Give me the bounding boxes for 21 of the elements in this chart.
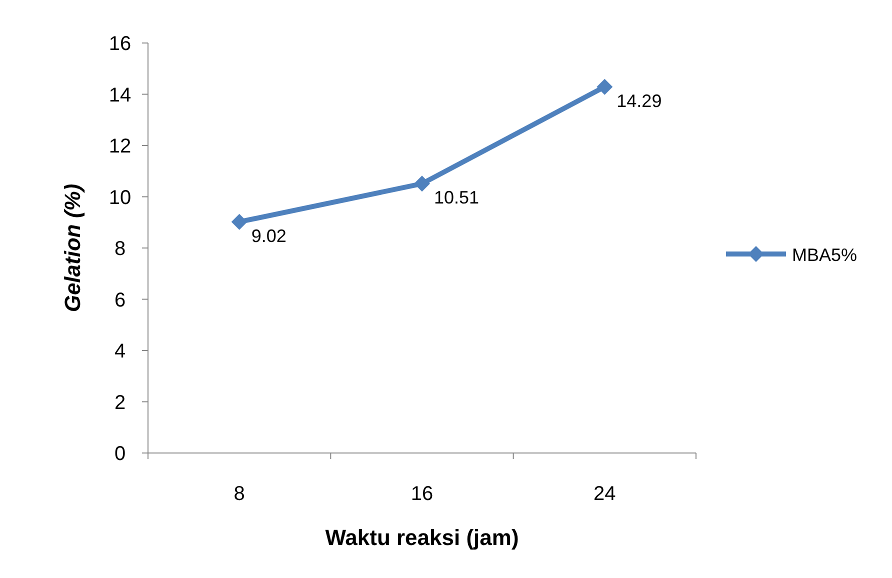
- x-tick-label: 24: [594, 483, 616, 505]
- point: [414, 176, 430, 192]
- y-tick-label: 12: [108, 136, 132, 158]
- data-label: 10.51: [434, 188, 480, 208]
- y-tick-label: 14: [108, 84, 132, 106]
- point: [231, 214, 248, 230]
- data-label: 14.29: [616, 90, 662, 111]
- legend-label: MBA5%: [792, 245, 858, 265]
- y-axis-title: Gelation (%): [60, 184, 85, 312]
- y-tick-label: 2: [114, 392, 126, 414]
- point: [596, 78, 613, 95]
- y-tick-label: 4: [114, 340, 126, 362]
- y-tick-label: 6: [114, 289, 126, 312]
- x-tick-label: 16: [410, 483, 434, 505]
- y-tick-label: 0: [114, 443, 126, 465]
- y-tick-label: 8: [114, 238, 126, 260]
- x-axis-title: Waktu reaksi (jam): [325, 525, 519, 550]
- data-label: 9.02: [251, 226, 286, 246]
- x-tick-label: 8: [234, 483, 245, 505]
- y-tick-label: 16: [108, 33, 132, 55]
- y-tick-label: 10: [108, 186, 132, 209]
